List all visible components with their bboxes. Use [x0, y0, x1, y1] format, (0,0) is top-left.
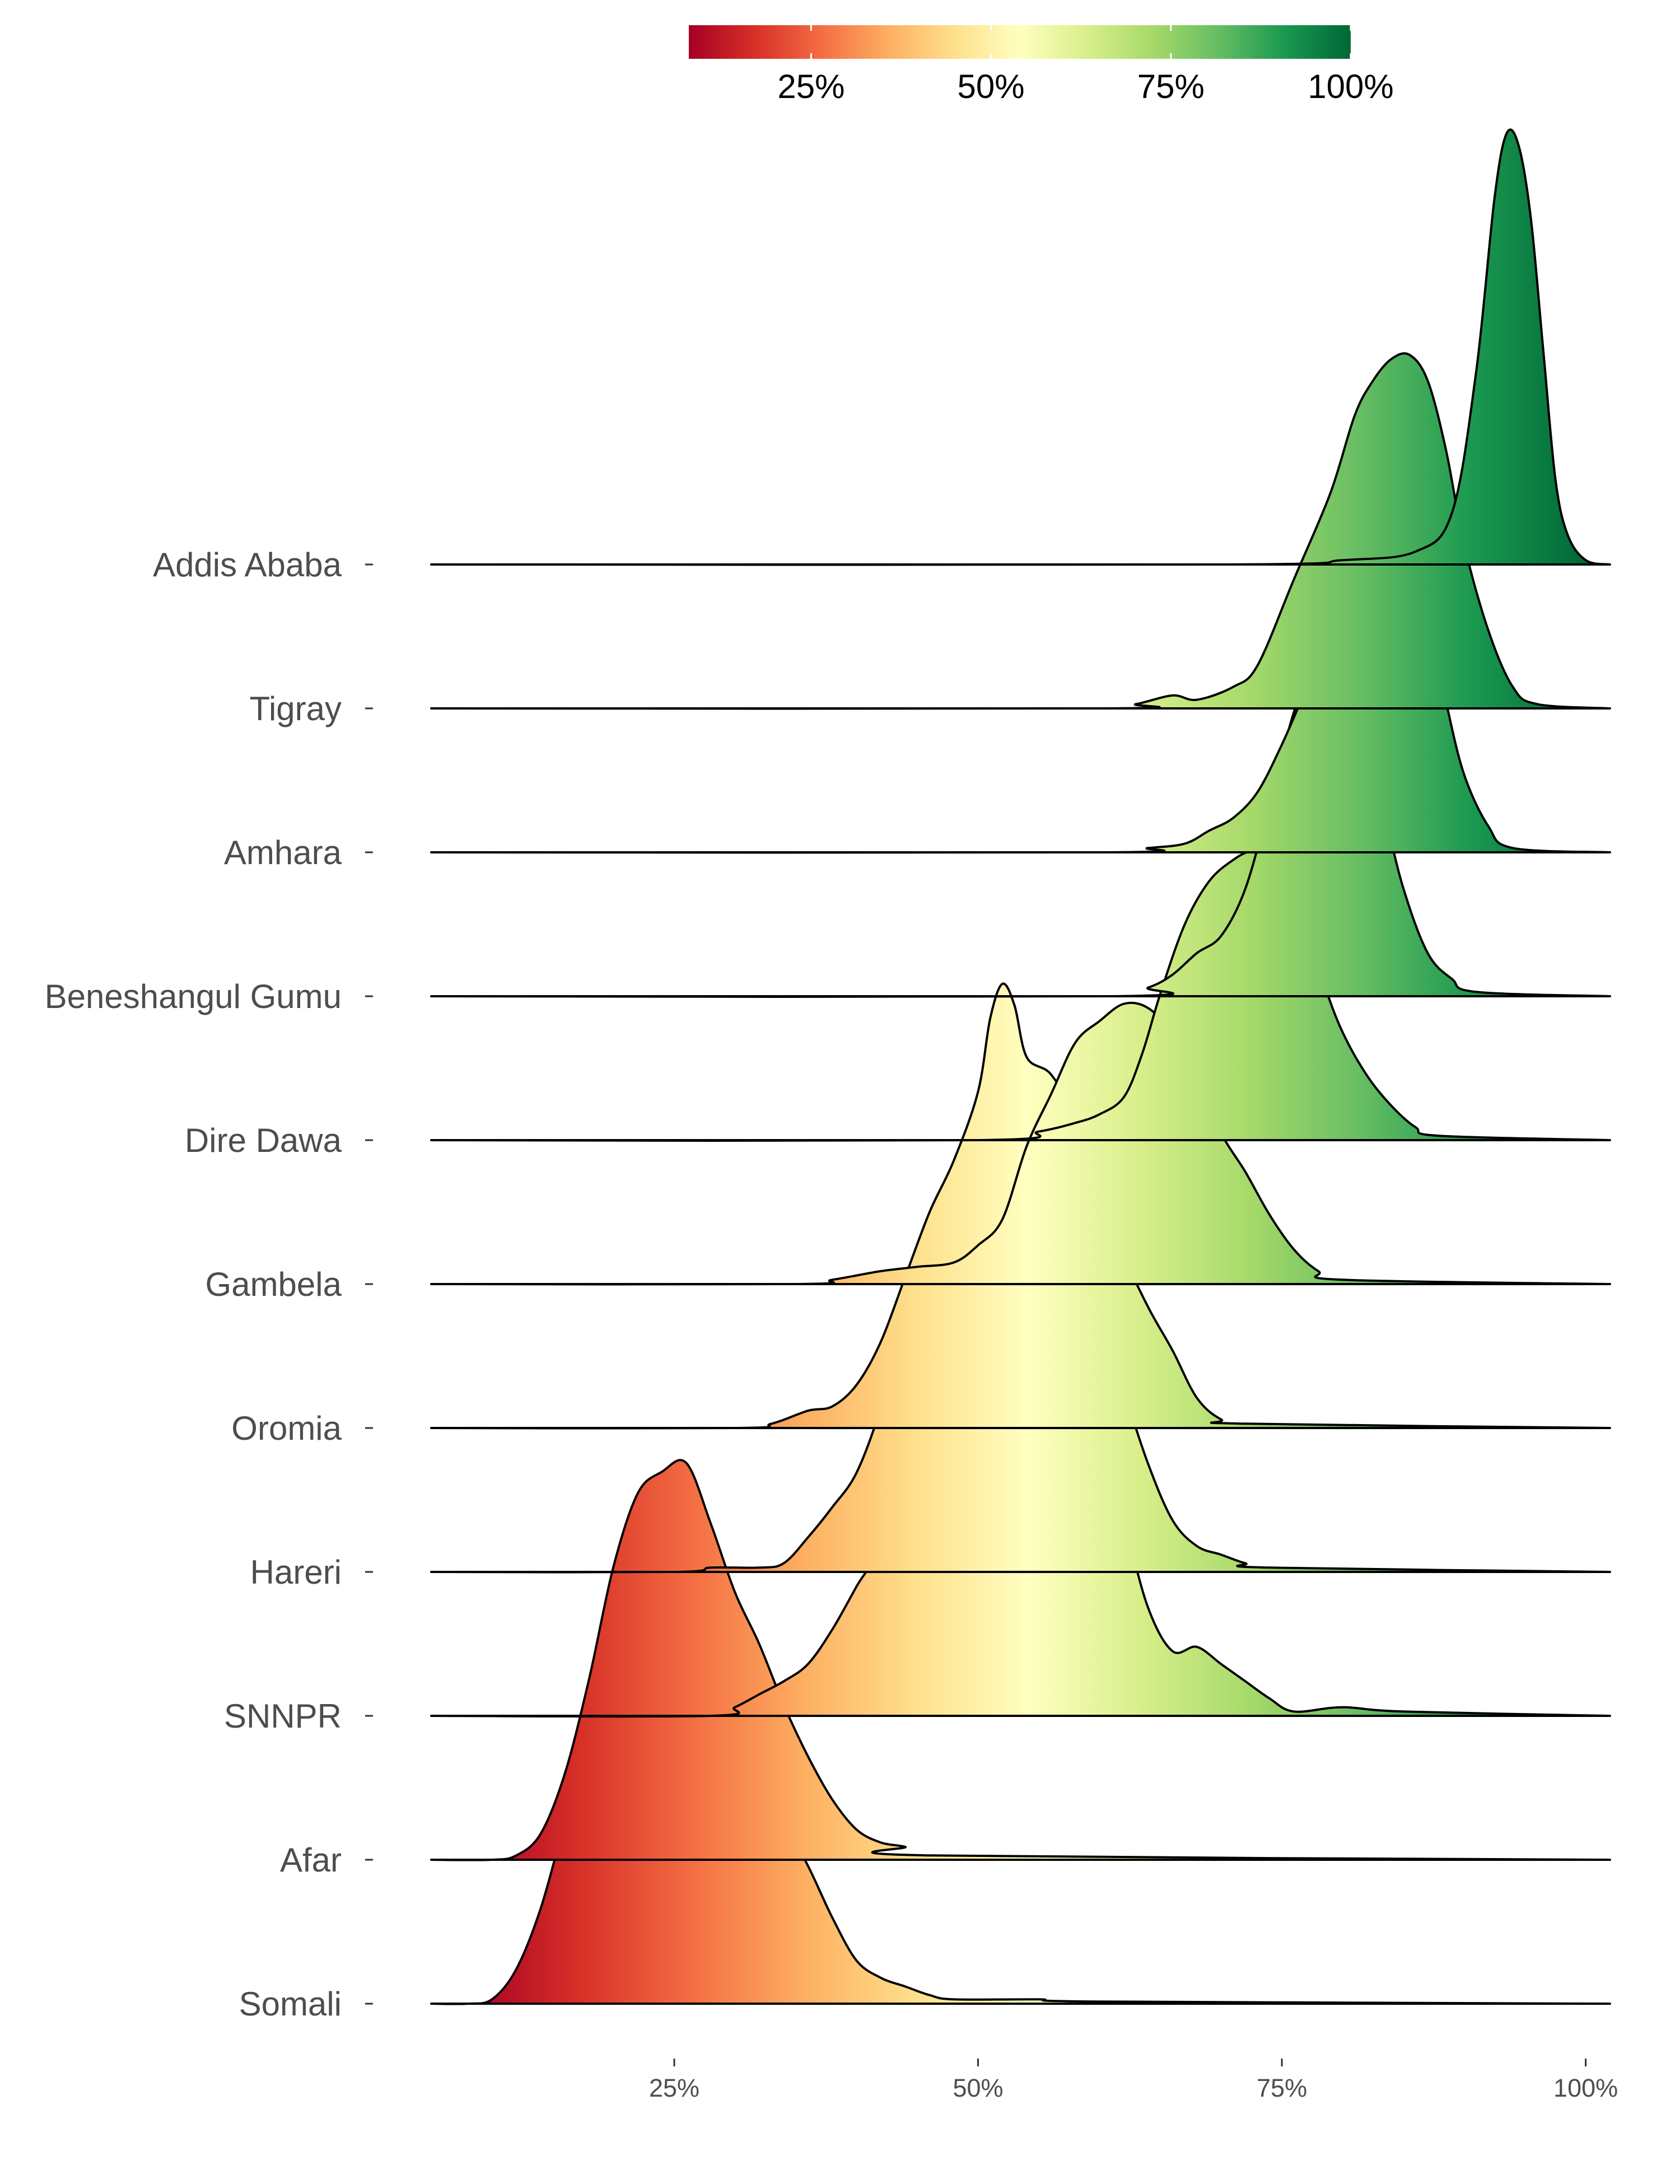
- ridge-area-tigray: [430, 352, 1611, 710]
- y-label-hareri: Hareri: [250, 1553, 342, 1591]
- color-legend: 25% 50% 75% 100%: [689, 25, 1394, 105]
- legend-label-25: 25%: [777, 68, 844, 105]
- colorbar: [689, 25, 1351, 59]
- y-axis: Addis Ababa Tigray Amhara Beneshangul Gumu D…: [45, 546, 373, 2023]
- y-label-afar: Afar: [280, 1841, 342, 1879]
- x-tick-label-100: 100%: [1553, 2074, 1618, 2102]
- legend-label-100: 100%: [1308, 68, 1393, 105]
- y-label-tigray: Tigray: [250, 690, 342, 727]
- ridge-area-dire-dawa: [430, 850, 1611, 1142]
- y-label-somali: Somali: [239, 1985, 342, 2023]
- x-tick-label-50: 50%: [953, 2074, 1004, 2102]
- x-axis: 25% 50% 75% 100%: [649, 2059, 1618, 2102]
- y-label-snnpr: SNNPR: [224, 1697, 342, 1735]
- ridge-tigray: [430, 352, 1611, 710]
- legend-label-75: 75%: [1137, 68, 1205, 105]
- ridge-addis-ababa: [430, 128, 1611, 566]
- x-tick-label-25: 25%: [649, 2074, 699, 2102]
- y-label-gambela: Gambela: [206, 1266, 342, 1303]
- y-label-addis-ababa: Addis Ababa: [153, 546, 342, 584]
- y-label-amhara: Amhara: [224, 834, 342, 871]
- x-tick-label-75: 75%: [1257, 2074, 1307, 2102]
- ridge-gambela: [430, 1001, 1611, 1286]
- ridge-area-gambela: [430, 1001, 1611, 1286]
- ridge-dire-dawa: [430, 850, 1611, 1142]
- ridge-afar: [430, 1459, 1611, 1861]
- y-label-oromia: Oromia: [231, 1410, 342, 1447]
- y-label-dire-dawa: Dire Dawa: [185, 1122, 342, 1159]
- legend-label-50: 50%: [958, 68, 1025, 105]
- ridges: [430, 128, 1611, 2005]
- ridge-area-afar: [430, 1459, 1611, 1861]
- y-label-beneshangul-gumu: Beneshangul Gumu: [45, 978, 342, 1015]
